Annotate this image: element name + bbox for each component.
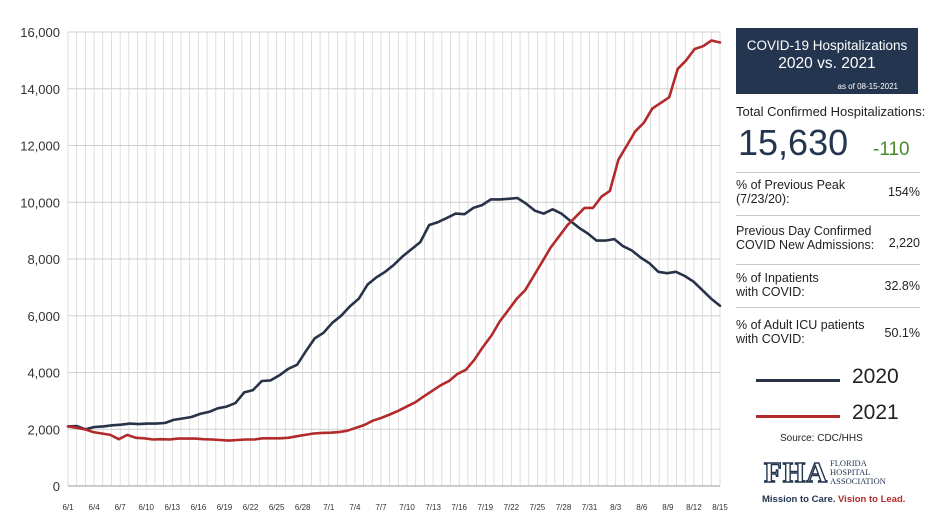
- y-tick-label: 8,000: [27, 252, 60, 267]
- source-note: Source: CDC/HHS: [780, 433, 863, 444]
- total-value: 15,630: [738, 122, 849, 163]
- stat-value: 154%: [888, 185, 920, 199]
- y-tick-label: 6,000: [27, 309, 60, 324]
- x-tick-label: 7/25: [530, 503, 546, 512]
- divider: [736, 264, 920, 265]
- stat-value: 2,220: [888, 236, 920, 250]
- divider: [736, 307, 920, 308]
- x-tick-label: 6/25: [269, 503, 285, 512]
- y-tick-label: 2,000: [27, 422, 60, 437]
- y-tick-label: 0: [53, 479, 60, 494]
- x-tick-label: 7/31: [582, 503, 598, 512]
- fha-logo: FHA FLORIDA HOSPITAL ASSOCIATION: [763, 456, 906, 491]
- stat-label: Previous Day Confirmed: [736, 224, 872, 238]
- legend-item-2021: 2021: [756, 401, 926, 431]
- series-line-2020: [66, 196, 722, 431]
- stat-label: % of Previous Peak: [736, 178, 846, 192]
- stat-label: COVID New Admissions:: [736, 238, 875, 252]
- stat-value: 32.8%: [884, 279, 920, 293]
- y-tick-label: 12,000: [20, 139, 60, 154]
- x-tick-label: 7/28: [556, 503, 572, 512]
- x-tick-label: 7/1: [323, 503, 335, 512]
- legend-item-2020: 2020: [756, 365, 926, 395]
- x-tick-label: 6/13: [165, 503, 181, 512]
- x-tick-label: 8/6: [636, 503, 648, 512]
- total-change: -110: [873, 139, 910, 160]
- x-tick-label: 6/28: [295, 503, 311, 512]
- logo-org-line: FLORIDA: [830, 458, 867, 468]
- stat-label: with COVID:: [736, 332, 805, 346]
- legend-swatch-2021: [756, 415, 840, 418]
- legend-label-2020: 2020: [852, 365, 899, 388]
- legend-label-2021: 2021: [852, 401, 899, 424]
- series-line-2021: [66, 39, 722, 442]
- stat-label: % of Adult ICU patients: [736, 318, 865, 332]
- x-tick-label: 7/7: [375, 503, 387, 512]
- x-tick-label: 8/3: [610, 503, 622, 512]
- x-tick-label: 6/19: [217, 503, 233, 512]
- divider: [736, 215, 920, 216]
- x-tick-label: 7/4: [349, 503, 361, 512]
- x-tick-label: 6/16: [191, 503, 207, 512]
- x-tick-label: 7/22: [504, 503, 520, 512]
- stat-label: (7/23/20):: [736, 192, 790, 206]
- stat-inpatients: % of Inpatients with COVID: 32.8%: [736, 271, 920, 301]
- x-tick-label: 7/16: [451, 503, 467, 512]
- x-tick-label: 7/13: [425, 503, 441, 512]
- as-of-date: as of 08-15-2021: [837, 82, 899, 91]
- x-tick-label: 6/7: [115, 503, 127, 512]
- title-box: COVID-19 Hospitalizations 2020 vs. 2021 …: [736, 28, 918, 94]
- stat-previous-peak: % of Previous Peak (7/23/20): 154%: [736, 178, 920, 208]
- title-line-1: COVID-19 Hospitalizations: [746, 38, 908, 53]
- x-tick-label: 7/10: [399, 503, 415, 512]
- title-line-2: 2020 vs. 2021: [778, 55, 876, 72]
- x-tick-label: 6/10: [138, 503, 154, 512]
- logo-org-line: HOSPITAL: [830, 467, 871, 477]
- x-tick-label: 7/19: [477, 503, 493, 512]
- x-tick-label: 8/9: [662, 503, 674, 512]
- logo-letters: FHA: [763, 456, 829, 489]
- y-tick-label: 4,000: [27, 366, 60, 381]
- y-tick-label: 14,000: [20, 82, 60, 97]
- legend-swatch-2020: [756, 379, 840, 382]
- x-tick-label: 6/1: [62, 503, 74, 512]
- stat-new-admissions: Previous Day Confirmed COVID New Admissio…: [736, 224, 920, 254]
- summary-panel: COVID-19 Hospitalizations 2020 vs. 2021 …: [730, 0, 926, 524]
- mission-part-2: Vision to Lead.: [838, 494, 906, 505]
- stat-label: % of Inpatients: [736, 271, 819, 285]
- stat-label: with COVID:: [736, 285, 805, 299]
- y-tick-label: 16,000: [20, 25, 60, 40]
- logo-org-line: ASSOCIATION: [830, 476, 886, 486]
- x-tick-label: 8/12: [686, 503, 702, 512]
- logo-org-name: FLORIDA HOSPITAL ASSOCIATION: [830, 459, 906, 486]
- hospitalizations-line-chart: 0 2,000 4,000 6,000 8,000 10,000 12,000 14,000 1…: [20, 25, 728, 512]
- divider: [736, 172, 920, 173]
- y-tick-label: 10,000: [20, 195, 60, 210]
- mission-part-1: Mission to Care.: [762, 494, 836, 505]
- x-tick-label: 6/22: [243, 503, 259, 512]
- x-tick-label: 8/15: [712, 503, 728, 512]
- total-label: Total Confirmed Hospitalizations:: [736, 104, 926, 119]
- stat-value: 50.1%: [884, 326, 920, 340]
- stat-icu: % of Adult ICU patients with COVID: 50.1%: [736, 318, 920, 348]
- mission-tagline: Mission to Care. Vision to Lead.: [762, 494, 905, 505]
- x-tick-label: 6/4: [89, 503, 101, 512]
